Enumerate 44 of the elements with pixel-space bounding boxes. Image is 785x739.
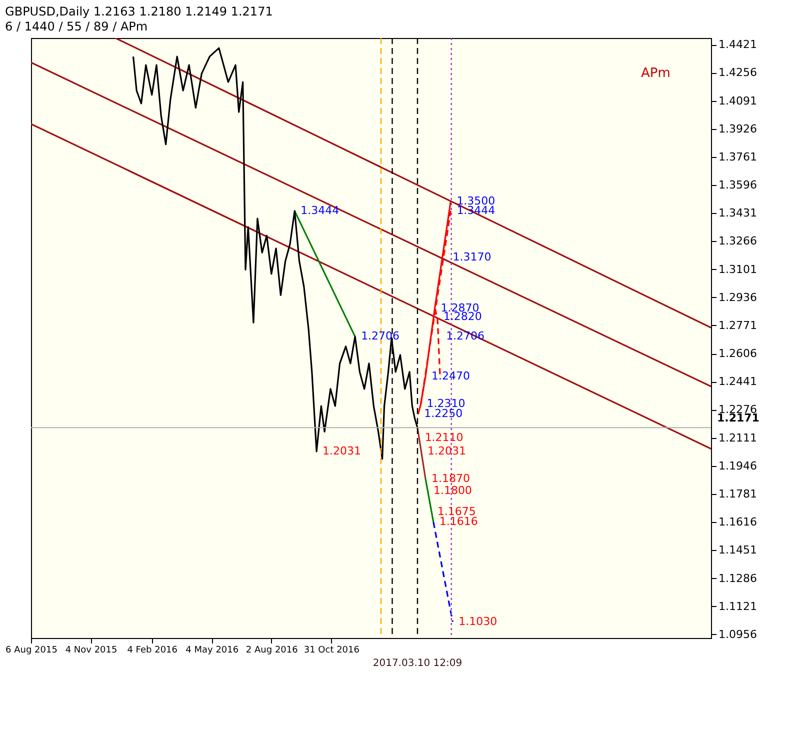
annotation: 1.2706 [361,330,400,343]
chart-title: GBPUSD,Daily 1.2163 1.2180 1.2149 1.2171 [5,4,273,18]
x-tick-label: 4 Feb 2016 [127,646,178,656]
annotation: 1.1616 [439,515,478,528]
y-tick-label: 1.4091 [718,94,757,108]
y-tick-label: 1.3596 [718,178,757,192]
y-tick-label: 1.1616 [718,516,757,529]
annotation: APm [641,66,670,81]
annotation: 1.1030 [458,614,498,628]
annotation: 1.3170 [452,250,492,264]
y-tick-label: 1.0956 [718,628,757,641]
y-tick-label: 1.3101 [718,262,757,276]
y-tick-label: 1.2936 [718,290,757,304]
y-tick-label: 1.3431 [718,206,757,220]
y-tick-label: 1.2111 [718,431,757,444]
x-tick-label: 31 Oct 2016 [304,646,360,656]
x-tick-label: 4 May 2016 [186,646,239,656]
y-tick-label: 1.1286 [718,572,757,585]
annotation: 1.2250 [424,407,463,420]
x-tick-label: 4 Nov 2015 [65,646,118,656]
y-tick-label: 1.2606 [718,347,757,360]
y-tick-label: 1.3926 [718,122,757,136]
annotation: 1.2310 [426,396,466,410]
y-tick-label: 1.1946 [718,459,757,472]
annotation: 1.2110 [424,431,464,444]
annotation: 1.2031 [322,444,362,458]
annotation: 1.2470 [431,370,470,383]
y-tick-label: 1.1781 [718,488,757,500]
y-tick-label: 1.3761 [718,150,757,164]
chart-subtitle: 6 / 1440 / 55 / 89 / APm [5,19,148,34]
y-tick-label: 1.1451 [718,544,757,557]
annotation: 1.1800 [433,484,472,497]
y-tick-label: 1.4421 [718,38,757,52]
ref-line-label: 2017.03.10 12:09 [372,658,462,669]
y-tick-label: 1.2441 [718,375,757,388]
y-tick-label: 1.2771 [718,318,757,332]
y-tick-label: 1.1121 [718,600,757,613]
annotation: 1.2031 [427,444,466,458]
annotation: 1.3444 [300,204,340,217]
y-tick-label: 1.3266 [718,234,757,248]
annotation: 1.1870 [431,472,470,485]
x-tick-label: 6 Aug 2015 [6,646,58,656]
y-tick-label: 1.4256 [718,66,757,80]
x-tick-label: 2 Aug 2016 [246,646,298,656]
